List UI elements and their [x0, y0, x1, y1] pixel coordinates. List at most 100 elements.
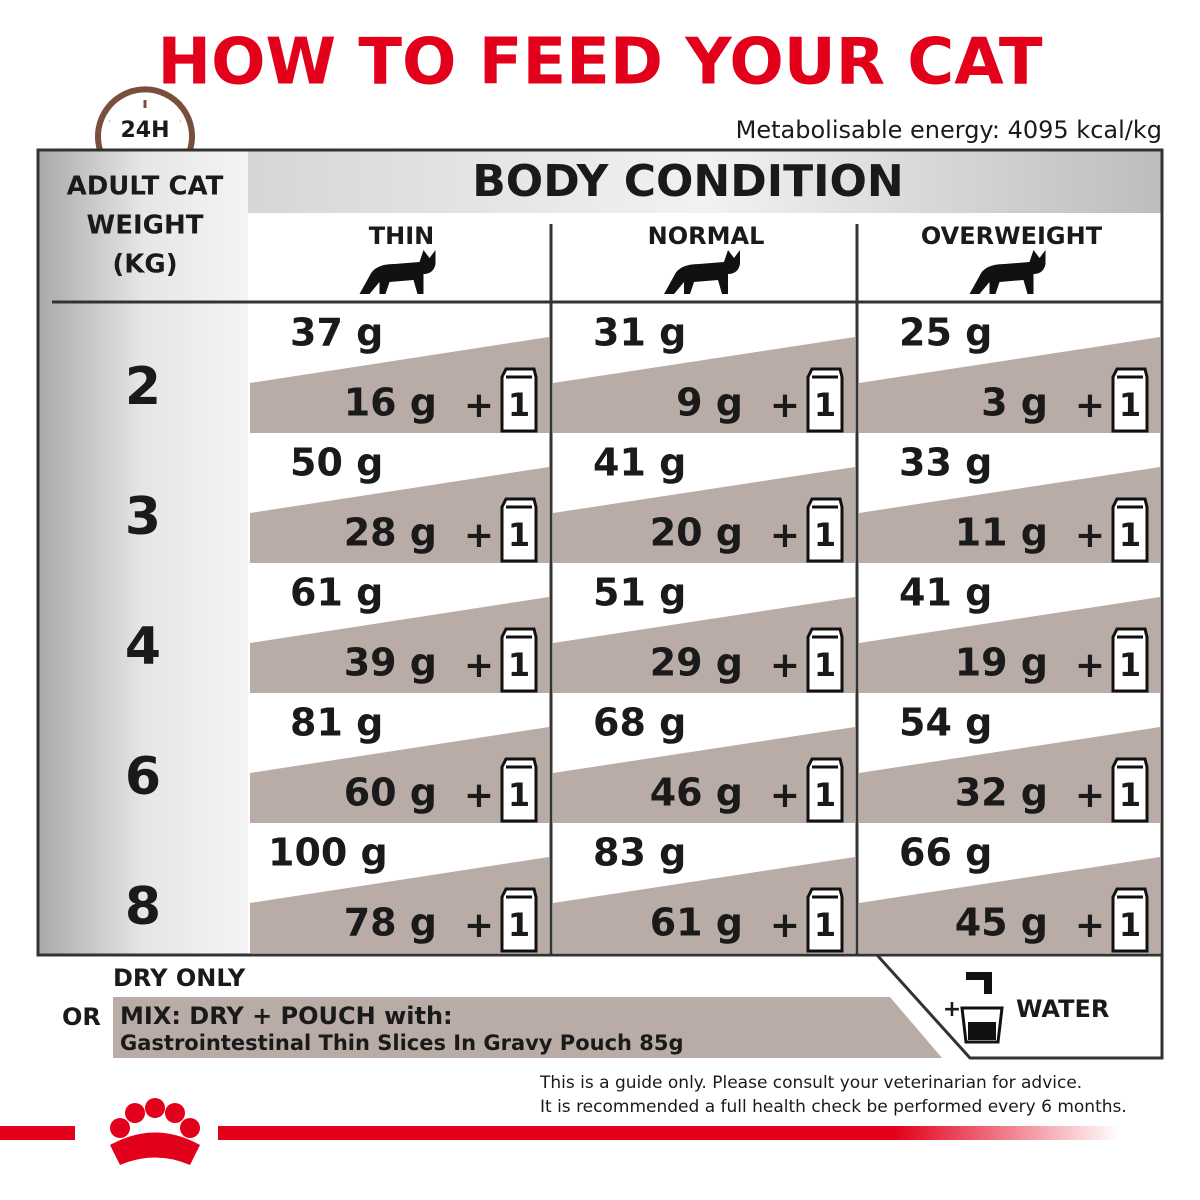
pouch-icon: [806, 887, 844, 953]
weight: 2: [125, 357, 161, 417]
weight: 4: [125, 617, 161, 677]
disclaimer: It is recommended a full health check be…: [540, 1097, 1127, 1117]
column-header: THIN: [369, 222, 434, 250]
dry-amount: 33 g: [899, 441, 992, 485]
pouch-icon: [500, 757, 538, 823]
pouch-count: 1: [508, 646, 530, 684]
dry-amount: 83 g: [593, 831, 686, 875]
brand-logo: [110, 1098, 200, 1165]
table-frame: [36, 148, 1164, 957]
clock-label: 24H: [120, 118, 169, 143]
mix-amount: 78 g: [344, 901, 437, 945]
mix-band: [250, 337, 549, 433]
plus: +: [464, 385, 494, 426]
weight: 6: [125, 747, 161, 807]
pouch-count: 1: [508, 516, 530, 554]
mix-band: [553, 597, 855, 693]
mix-band: [250, 597, 549, 693]
mix-amount: 61 g: [650, 901, 743, 945]
plus: +: [464, 775, 494, 816]
pouch-count: 1: [814, 906, 836, 944]
plus: +: [770, 515, 800, 556]
cat-icon: [664, 250, 740, 294]
pouch-count: 1: [814, 646, 836, 684]
mix-band: [553, 337, 855, 433]
clock-icon: [95, 86, 195, 151]
mix-band: [250, 857, 549, 953]
dry-amount: 68 g: [593, 701, 686, 745]
mix-band: [553, 857, 855, 953]
dry-amount: 54 g: [899, 701, 992, 745]
mix-amount: 3 g: [981, 381, 1048, 425]
pouch-icon: [1111, 497, 1149, 563]
mix-amount: 39 g: [344, 641, 437, 685]
dry-amount: 41 g: [593, 441, 686, 485]
plus: +: [770, 385, 800, 426]
mix-amount: 16 g: [344, 381, 437, 425]
mix-band: [113, 997, 942, 1058]
column-header: OVERWEIGHT: [921, 222, 1103, 250]
energy: Metabolisable energy: 4095 kcal/kg: [736, 116, 1162, 144]
mix-band: [250, 727, 549, 823]
mix-band: [250, 467, 549, 563]
column-header: NORMAL: [648, 222, 765, 250]
weight-header: (KG): [112, 250, 177, 280]
water-plus: +: [943, 997, 961, 1022]
plus: +: [464, 515, 494, 556]
red-rule: [218, 1126, 1120, 1140]
pouch-icon: [500, 497, 538, 563]
mix-amount: 45 g: [955, 901, 1048, 945]
dry-amount: 61 g: [290, 571, 383, 615]
plus: +: [770, 775, 800, 816]
mix-band: [859, 467, 1160, 563]
mix-amount: 60 g: [344, 771, 437, 815]
dry-amount: 37 g: [290, 311, 383, 355]
title: HOW TO FEED YOUR CAT: [158, 26, 1043, 100]
mix-amount: 32 g: [955, 771, 1048, 815]
mix-title: MIX: DRY + POUCH with:: [120, 1002, 453, 1030]
mix-amount: 9 g: [676, 381, 743, 425]
pouch-count: 1: [1119, 516, 1141, 554]
pouch-count: 1: [508, 386, 530, 424]
cat-icon: [359, 250, 436, 294]
disclaimer: This is a guide only. Please consult you…: [539, 1073, 1082, 1093]
plus: +: [1075, 515, 1105, 556]
pouch-icon: [806, 757, 844, 823]
pouch-count: 1: [1119, 906, 1141, 944]
water-icon: [960, 972, 1004, 1044]
pouch-icon: [1111, 367, 1149, 433]
plus: +: [1075, 645, 1105, 686]
dry-amount: 81 g: [290, 701, 383, 745]
mix-amount: 46 g: [650, 771, 743, 815]
mix-band: [859, 727, 1160, 823]
mix-band: [553, 727, 855, 823]
plus: +: [1075, 385, 1105, 426]
pouch-icon: [500, 887, 538, 953]
pouch-icon: [1111, 887, 1149, 953]
mix-amount: 19 g: [955, 641, 1048, 685]
dry-amount: 31 g: [593, 311, 686, 355]
dry-amount: 41 g: [899, 571, 992, 615]
pouch-count: 1: [814, 776, 836, 814]
pouch-count: 1: [508, 776, 530, 814]
dry-amount: 50 g: [290, 441, 383, 485]
weight-column-bg: [38, 150, 248, 955]
plus: +: [1075, 775, 1105, 816]
weight: 3: [125, 487, 161, 547]
water: WATER: [1016, 995, 1109, 1023]
mix-amount: 20 g: [650, 511, 743, 555]
mix-product: Gastrointestinal Thin Slices In Gravy Po…: [120, 1031, 684, 1055]
pouch-count: 1: [814, 386, 836, 424]
dry-amount: 66 g: [899, 831, 992, 875]
pouch-count: 1: [508, 906, 530, 944]
plus: +: [464, 645, 494, 686]
weight: 8: [125, 877, 161, 937]
dry-amount: 25 g: [899, 311, 992, 355]
mix-band: [859, 337, 1160, 433]
group-header-bg: [248, 150, 1162, 213]
mix-amount: 28 g: [344, 511, 437, 555]
pouch-count: 1: [1119, 646, 1141, 684]
pouch-icon: [500, 627, 538, 693]
pouch-count: 1: [1119, 776, 1141, 814]
